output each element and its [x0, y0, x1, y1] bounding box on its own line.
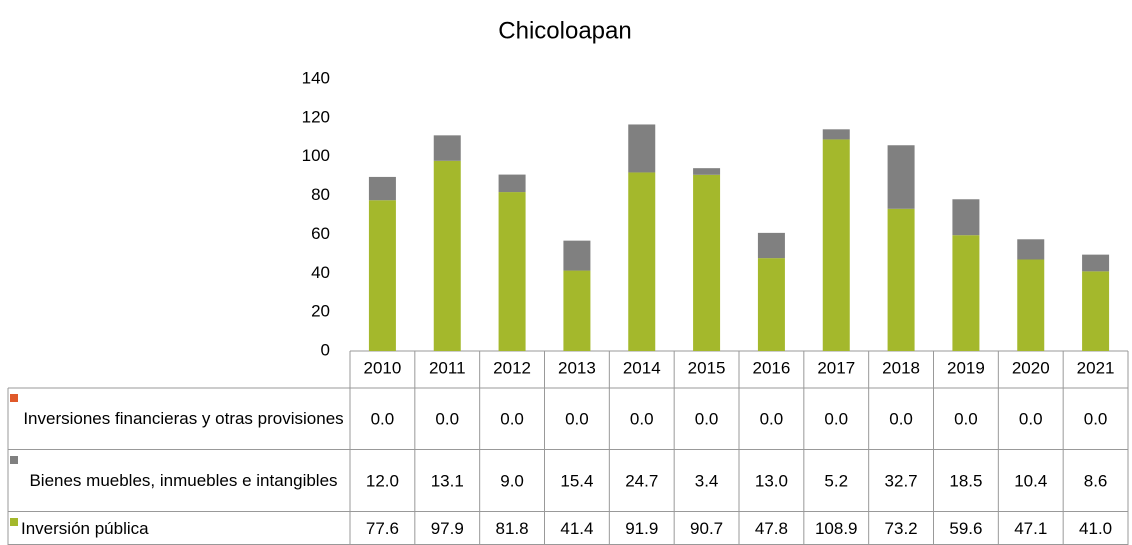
- y-tick-label: 40: [311, 263, 330, 282]
- data-label: 12.0: [366, 471, 399, 490]
- data-label: 0.0: [760, 409, 784, 428]
- legend-entry: Inversiones financieras y otras provisio…: [10, 388, 346, 450]
- data-label: 24.7: [625, 471, 658, 490]
- data-label: 90.7: [690, 519, 723, 538]
- bar-segment: [498, 174, 526, 193]
- legend-swatch: [10, 394, 18, 402]
- bar-segment: [693, 168, 721, 175]
- data-label: 3.4: [695, 471, 719, 490]
- bar-segment: [628, 172, 656, 351]
- bar-segment: [887, 145, 915, 209]
- data-label: 9.0: [500, 471, 524, 490]
- data-label: 13.0: [755, 471, 788, 490]
- data-label: 0.0: [565, 409, 589, 428]
- y-tick-label: 0: [321, 340, 330, 359]
- x-tick-label: 2011: [429, 358, 466, 377]
- legend-swatch: [10, 518, 18, 526]
- data-label: 77.6: [366, 519, 399, 538]
- data-label: 10.4: [1014, 471, 1047, 490]
- bar-segment: [1017, 239, 1045, 260]
- legend-label: Inversión pública: [21, 518, 149, 538]
- bar-segment: [693, 174, 721, 351]
- x-tick-label: 2015: [688, 358, 726, 377]
- x-tick-label: 2014: [623, 358, 661, 377]
- bar-segment: [1017, 259, 1045, 351]
- data-label: 18.5: [949, 471, 982, 490]
- bar-segment: [822, 139, 850, 351]
- data-label: 47.1: [1014, 519, 1047, 538]
- bar-segment: [757, 232, 785, 259]
- data-label: 0.0: [435, 409, 459, 428]
- x-tick-label: 2018: [882, 358, 920, 377]
- x-tick-label: 2017: [817, 358, 855, 377]
- data-label: 59.6: [949, 519, 982, 538]
- y-tick-label: 80: [311, 185, 330, 204]
- bar-segment: [952, 235, 980, 351]
- bar-segment: [822, 129, 850, 140]
- x-tick-label: 2013: [558, 358, 596, 377]
- data-label: 32.7: [885, 471, 918, 490]
- legend-label: Inversiones financieras y otras provisio…: [23, 409, 344, 428]
- bar-segment: [433, 160, 461, 351]
- bar-segment: [563, 240, 591, 271]
- data-label: 13.1: [431, 471, 464, 490]
- data-label: 81.8: [496, 519, 529, 538]
- data-label: 47.8: [755, 519, 788, 538]
- y-tick-label: 100: [302, 146, 330, 165]
- data-label: 41.0: [1079, 519, 1112, 538]
- bar-segment: [757, 258, 785, 351]
- data-label: 0.0: [889, 409, 913, 428]
- bar-segment: [887, 208, 915, 351]
- y-tick-label: 140: [302, 68, 330, 87]
- chart-title: Chicoloapan: [498, 17, 631, 44]
- bar-segment: [498, 192, 526, 351]
- data-label: 15.4: [560, 471, 593, 490]
- legend-label: Bienes muebles, inmuebles e intangibles: [29, 471, 338, 490]
- x-tick-label: 2010: [364, 358, 402, 377]
- data-label: 0.0: [630, 409, 654, 428]
- data-label: 0.0: [371, 409, 395, 428]
- data-label: 0.0: [824, 409, 848, 428]
- data-label: 91.9: [625, 519, 658, 538]
- bar-segment: [368, 200, 396, 351]
- data-label: 41.4: [560, 519, 593, 538]
- x-tick-label: 2019: [947, 358, 985, 377]
- legend-entry: Inversión pública: [10, 512, 346, 545]
- data-label: 0.0: [500, 409, 524, 428]
- bar-segment: [628, 124, 656, 173]
- bar-segment: [368, 176, 396, 201]
- bar-segment: [1082, 271, 1110, 351]
- y-tick-label: 60: [311, 224, 330, 243]
- x-tick-label: 2021: [1077, 358, 1115, 377]
- x-tick-label: 2016: [753, 358, 791, 377]
- y-tick-label: 20: [311, 302, 330, 321]
- y-tick-label: 120: [302, 107, 330, 126]
- data-label: 0.0: [1019, 409, 1043, 428]
- data-label: 97.9: [431, 519, 464, 538]
- bar-segment: [1082, 254, 1110, 272]
- bar-segment: [952, 199, 980, 236]
- data-label: 8.6: [1084, 471, 1108, 490]
- data-label: 5.2: [824, 471, 848, 490]
- data-label: 0.0: [695, 409, 719, 428]
- legend-swatch: [10, 456, 18, 464]
- data-label: 0.0: [954, 409, 978, 428]
- x-tick-label: 2020: [1012, 358, 1050, 377]
- data-label: 73.2: [885, 519, 918, 538]
- data-label: 0.0: [1084, 409, 1108, 428]
- x-tick-label: 2012: [493, 358, 531, 377]
- bar-segment: [433, 135, 461, 161]
- bar-segment: [563, 270, 591, 351]
- legend-entry: Bienes muebles, inmuebles e intangibles: [10, 450, 346, 512]
- data-label: 108.9: [815, 519, 858, 538]
